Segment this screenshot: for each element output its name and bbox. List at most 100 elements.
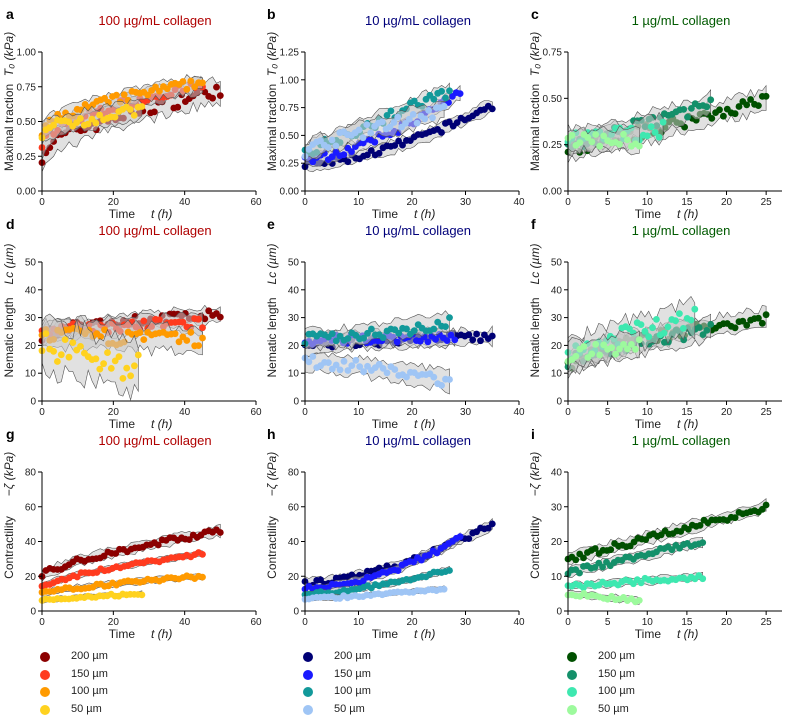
x-tick-label: 20: [406, 617, 418, 628]
data-point: [731, 324, 739, 332]
data-point: [92, 119, 100, 127]
data-point: [624, 136, 631, 144]
x-tick-label: 25: [761, 407, 773, 418]
x-tick-label: 10: [642, 617, 654, 628]
data-point: [488, 105, 496, 113]
data-point: [708, 115, 716, 122]
data-point: [758, 319, 766, 327]
data-point: [653, 316, 660, 323]
data-point: [379, 334, 387, 342]
y-axis-label-group: Nematic length Lᴄ (µm): [2, 244, 16, 378]
data-point: [645, 333, 653, 341]
x-tick-label: 40: [179, 197, 191, 208]
panel-letter: c: [531, 6, 539, 22]
panel-title: 100 µg/mL collagen: [98, 13, 211, 28]
data-point: [596, 142, 604, 150]
legend-item: 50 µm: [40, 701, 108, 719]
x-tick-label: 40: [179, 407, 191, 418]
data-point: [199, 79, 206, 87]
y-axis-symbol: −ζ (kPa): [528, 452, 542, 497]
x-axis-symbol: t (h): [677, 417, 698, 431]
data-point: [596, 351, 604, 359]
data-point: [305, 358, 313, 366]
data-point: [628, 341, 635, 348]
data-point: [680, 106, 688, 113]
legend-item: 100 µm: [40, 683, 108, 701]
y-tick-label: 0: [293, 397, 299, 408]
data-point: [195, 342, 203, 349]
data-point: [440, 102, 448, 110]
data-point: [371, 138, 379, 146]
x-axis-label: Time: [635, 207, 662, 221]
panel-i: i 1 µg/mL collagen 0 5 10 15 20 25 0 10 20 30 40 Time…: [528, 426, 782, 641]
data-point: [134, 351, 142, 359]
data-point: [57, 351, 65, 359]
panel-title: 100 µg/mL collagen: [98, 433, 211, 448]
x-axis-symbol: t (h): [414, 417, 435, 431]
data-point: [600, 341, 608, 349]
data-point: [332, 142, 340, 150]
x-axis-label: Time: [109, 417, 136, 431]
y-tick-label: 0.25: [280, 159, 300, 170]
data-point: [393, 338, 401, 346]
legend-marker: [40, 687, 50, 697]
legend-item: 50 µm: [303, 701, 371, 719]
panel-title: 10 µg/mL collagen: [365, 433, 471, 448]
data-point: [637, 321, 645, 328]
data-point: [171, 330, 179, 338]
data-point: [743, 321, 751, 329]
x-tick-label: 60: [250, 197, 262, 208]
data-point: [442, 94, 449, 102]
data-point: [572, 556, 580, 564]
data-point: [743, 101, 751, 109]
data-point: [429, 114, 436, 122]
data-point: [201, 315, 209, 323]
data-point: [762, 501, 770, 509]
x-tick-label: 10: [642, 407, 654, 418]
data-point: [394, 113, 402, 121]
data-point: [363, 121, 371, 128]
data-point: [216, 313, 224, 321]
data-point: [576, 569, 583, 577]
x-tick-label: 20: [406, 197, 418, 208]
data-point: [403, 373, 410, 381]
y-tick-label: 0.50: [280, 131, 300, 142]
x-axis-label: Time: [372, 207, 399, 221]
x-tick-label: 20: [721, 407, 733, 418]
y-tick-label: 40: [25, 537, 37, 548]
data-point: [695, 324, 703, 331]
data-point: [465, 535, 473, 542]
x-tick-label: 20: [721, 617, 733, 628]
data-point: [410, 97, 418, 105]
data-point: [344, 335, 352, 342]
y-axis-symbol: Lᴄ (µm): [265, 244, 279, 285]
data-point: [140, 336, 148, 343]
data-point: [77, 115, 84, 122]
y-tick-label: 1.00: [280, 75, 300, 86]
data-point: [144, 91, 152, 99]
data-point: [96, 365, 104, 373]
data-point: [352, 356, 360, 364]
data-point: [685, 526, 692, 533]
data-point: [69, 339, 77, 346]
data-point: [368, 325, 375, 333]
data-point: [344, 367, 352, 374]
data-point: [183, 337, 191, 344]
x-tick-label: 20: [108, 617, 120, 628]
x-tick-label: 15: [681, 197, 693, 208]
data-point: [42, 330, 50, 337]
legend-label: 200 µm: [598, 650, 635, 662]
data-point: [199, 551, 206, 558]
data-point: [591, 545, 599, 552]
data-point: [707, 96, 715, 104]
panel-title: 100 µg/mL collagen: [98, 223, 211, 238]
data-point: [699, 575, 707, 583]
y-tick-label: 0: [30, 397, 36, 408]
legend-marker: [303, 652, 313, 662]
data-point: [179, 318, 187, 326]
data-point: [216, 529, 224, 536]
data-point: [655, 133, 663, 141]
panel-title: 1 µg/mL collagen: [632, 13, 731, 28]
data-point: [104, 349, 111, 356]
data-point: [120, 91, 128, 98]
